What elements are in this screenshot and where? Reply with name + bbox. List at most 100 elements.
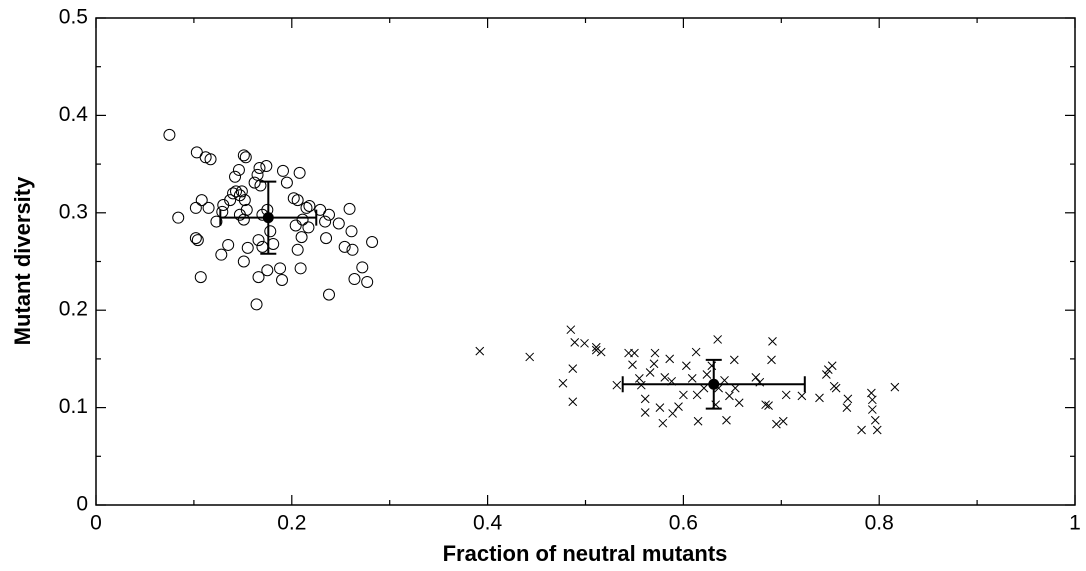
- scatter-point: [570, 337, 580, 347]
- scatter-point: [692, 390, 702, 400]
- scatter-point: [797, 391, 807, 401]
- scatter-point: [191, 234, 204, 247]
- mean-point: [708, 378, 720, 390]
- scatter-point: [264, 225, 277, 238]
- scatter-point: [815, 393, 824, 403]
- scatter-point: [761, 400, 770, 410]
- x-tick-label: 0: [90, 512, 102, 535]
- scatter-point: [356, 261, 369, 274]
- scatter-point: [172, 211, 185, 224]
- scatter-point: [681, 361, 691, 371]
- plot-frame: [95, 17, 1076, 506]
- scatter-point: [658, 418, 668, 428]
- scatter-point: [248, 176, 261, 189]
- scatter-point: [612, 380, 622, 390]
- scatter-point: [224, 194, 237, 207]
- scatter-point: [693, 416, 703, 426]
- x-tick-label: 0.6: [669, 512, 698, 535]
- scatter-point: [163, 128, 176, 141]
- scatter-point: [691, 347, 701, 357]
- scatter-point: [294, 262, 307, 275]
- scatter-point: [232, 163, 245, 176]
- scatter-point: [222, 238, 235, 251]
- scatter-point: [195, 194, 208, 207]
- scatter-point: [778, 416, 788, 426]
- scatter-point: [591, 345, 601, 355]
- scatter-point: [720, 375, 729, 385]
- scatter-point: [558, 378, 568, 388]
- scatter-point: [267, 237, 280, 250]
- scatter-point: [189, 232, 202, 245]
- scatter-point: [525, 352, 535, 362]
- scatter-point: [649, 359, 659, 369]
- x-tick-label: 0.4: [473, 512, 503, 535]
- scatter-point: [361, 275, 374, 288]
- scatter-point: [568, 364, 578, 373]
- scatter-point: [665, 354, 675, 364]
- scatter-point: [580, 338, 589, 348]
- y-tick-label: 0: [76, 493, 88, 516]
- scatter-point: [668, 409, 677, 418]
- scatter-point: [867, 405, 877, 414]
- mean-point: [262, 212, 274, 224]
- scatter-point: [645, 368, 655, 377]
- scatter-point: [256, 240, 269, 253]
- scatter-point: [650, 348, 660, 358]
- scatter-point: [210, 215, 223, 228]
- scatter-point: [640, 394, 650, 404]
- scatter-point: [729, 355, 739, 365]
- x-tick-label: 0.2: [277, 512, 306, 535]
- scatter-point: [843, 394, 853, 404]
- scatter-point: [674, 402, 683, 411]
- scatter-point: [215, 248, 228, 261]
- scatter-point: [189, 201, 202, 214]
- scatter-point: [302, 221, 315, 234]
- scatter-point: [772, 419, 781, 429]
- y-tick-label: 0.3: [59, 200, 88, 223]
- scatter-point: [229, 185, 242, 198]
- scatter-point: [204, 153, 217, 166]
- scatter-point: [821, 370, 831, 379]
- scatter-point: [655, 403, 665, 412]
- scatter-point: [568, 397, 578, 407]
- scatter-point: [764, 401, 773, 411]
- scatter-point: [235, 185, 248, 198]
- scatter-point: [730, 383, 740, 393]
- scatter-point: [254, 179, 267, 192]
- scatter-point: [768, 337, 777, 346]
- scatter-point: [630, 348, 639, 358]
- scatter-point: [734, 398, 744, 408]
- scatter-point: [199, 151, 212, 164]
- scatter-point: [634, 374, 644, 383]
- scatter-point: [842, 403, 852, 412]
- scatter-point: [295, 231, 308, 244]
- scatter-point: [237, 255, 250, 268]
- scatter-point: [276, 164, 289, 177]
- scatter-point: [679, 390, 688, 400]
- y-tick-label: 0.4: [59, 103, 89, 126]
- y-tick-label: 0.5: [59, 6, 88, 29]
- scatter-point: [687, 374, 697, 383]
- scatter-point: [867, 395, 877, 405]
- scatter-point: [872, 425, 882, 435]
- scatter-point: [260, 160, 273, 173]
- scatter-point: [252, 234, 265, 247]
- scatter-point: [291, 194, 304, 207]
- scatter-point: [702, 370, 712, 379]
- scatter-point: [338, 240, 351, 253]
- scatter-point: [345, 225, 358, 238]
- scatter-point: [751, 373, 761, 382]
- scatter-point: [237, 213, 250, 226]
- scatter-point: [628, 360, 637, 370]
- scatter-point: [227, 187, 240, 200]
- scatter-point: [202, 201, 215, 214]
- scatter-point: [323, 208, 336, 221]
- scatter-point: [289, 219, 302, 232]
- scatter-point: [343, 202, 356, 215]
- scatter-point: [238, 194, 251, 207]
- scatter-point: [831, 383, 841, 393]
- y-axis-label: Mutant diversity: [10, 176, 35, 345]
- scatter-point: [722, 415, 731, 425]
- scatter-point: [827, 361, 837, 371]
- scatter-point: [767, 355, 776, 365]
